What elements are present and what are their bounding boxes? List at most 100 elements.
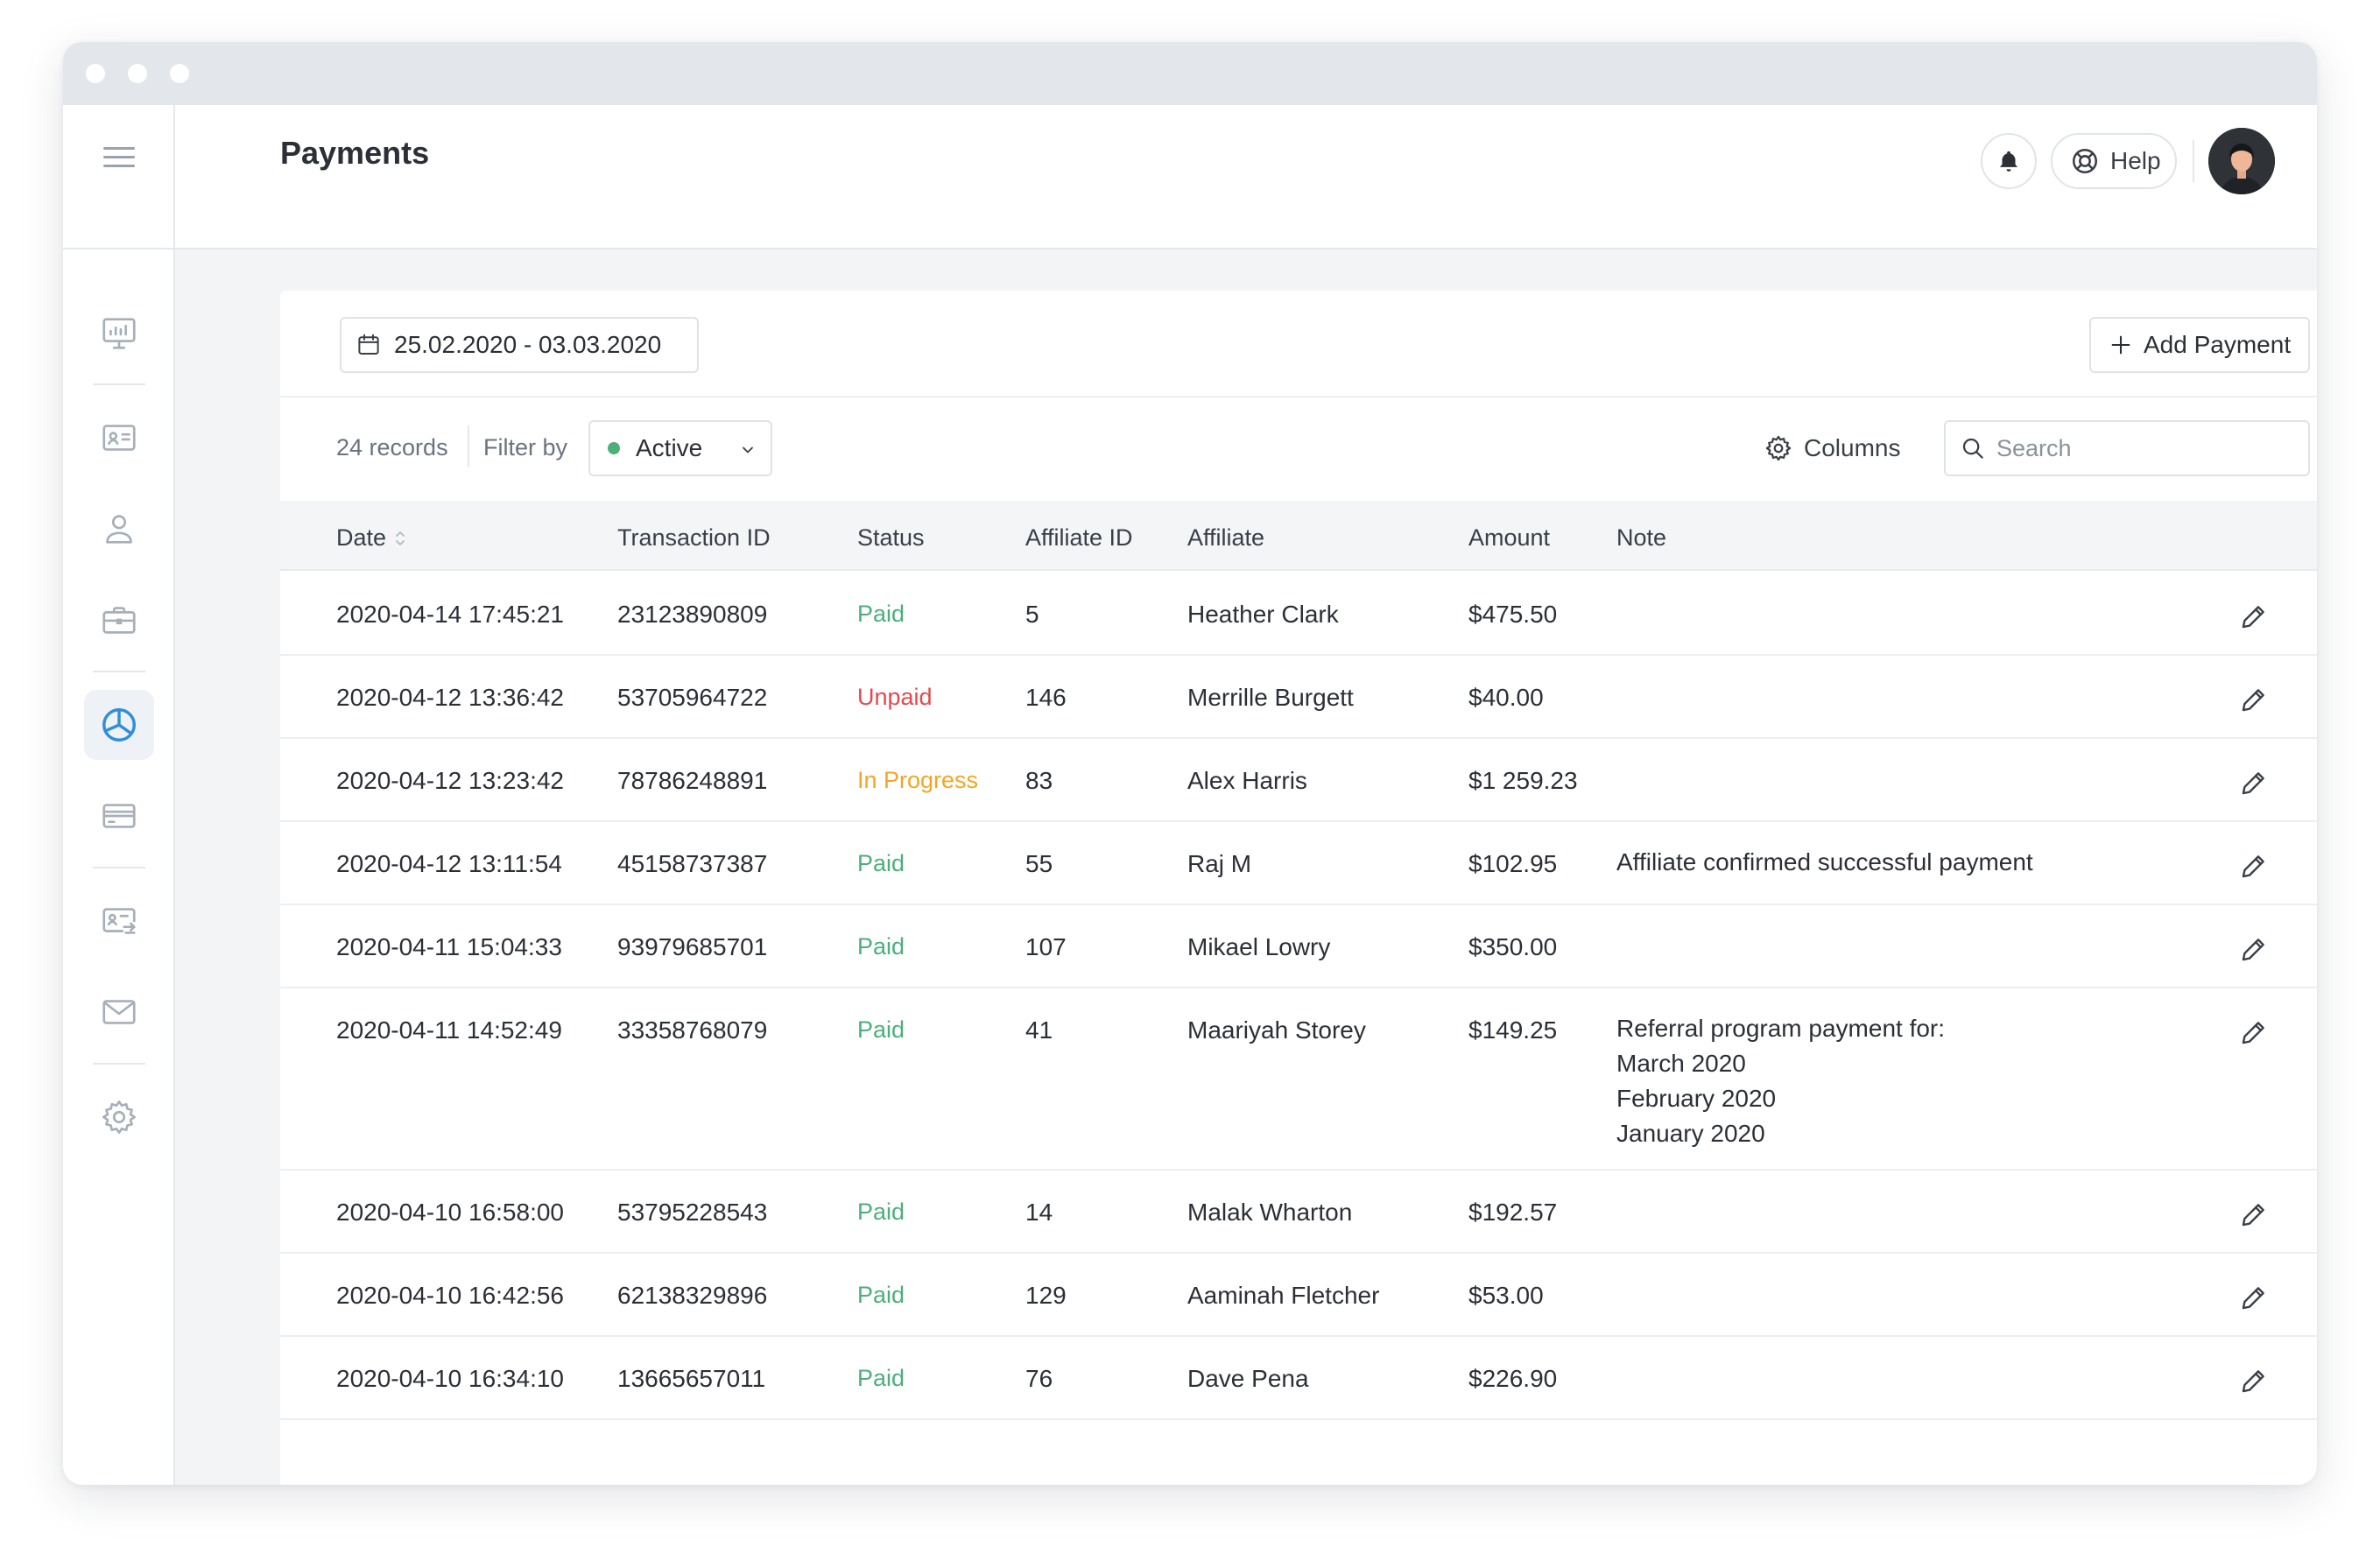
user-icon: [106, 515, 132, 544]
filter-value: Active: [636, 434, 703, 461]
sidebar-item-id-card[interactable]: [84, 403, 154, 473]
affiliate-id-cell: 14: [1025, 1199, 1053, 1226]
affiliate-cell: Heather Clark: [1187, 601, 1339, 628]
table-row[interactable]: 2020-04-11 14:52:49 33358768079 Paid 41 Maar…: [280, 988, 2317, 1171]
settings-icon: [102, 1100, 136, 1134]
sidebar-item-credit-card[interactable]: [84, 781, 154, 851]
card-divider: [280, 396, 2317, 397]
id-card-icon: [102, 425, 136, 451]
help-label: Help: [2110, 147, 2161, 174]
transaction-id-cell: 23123890809: [617, 601, 768, 628]
status-cell: Paid: [857, 850, 905, 876]
sidebar-item-settings[interactable]: [84, 1082, 154, 1152]
pencil-icon: [2242, 1204, 2264, 1227]
sidebar-item-user[interactable]: [84, 494, 154, 564]
edit-button[interactable]: [2236, 765, 2271, 800]
amount-cell: $350.00: [1468, 933, 1558, 960]
table-row[interactable]: 2020-04-12 13:11:54 45158737387 Paid 55 Raj …: [280, 822, 2317, 905]
status-cell: Paid: [857, 601, 905, 627]
edit-button[interactable]: [2236, 848, 2271, 883]
window-control-close[interactable]: [86, 64, 105, 83]
sidebar-item-dashboard[interactable]: [84, 298, 154, 368]
columns-button[interactable]: Columns: [1764, 420, 1900, 476]
affiliate-id-cell: 146: [1025, 684, 1067, 711]
affiliate-id-cell: 55: [1025, 850, 1053, 877]
table-row[interactable]: 2020-04-12 13:36:42 53705964722 Unpaid 146 M…: [280, 656, 2317, 739]
amount-cell: $102.95: [1468, 850, 1558, 877]
edit-button[interactable]: [2236, 1363, 2271, 1398]
menu-icon[interactable]: [103, 147, 135, 168]
add-payment-button[interactable]: Add Payment: [2089, 317, 2310, 373]
amount-cell: $40.00: [1468, 684, 1544, 711]
edit-button[interactable]: [2236, 1015, 2271, 1050]
dashboard-icon: [102, 318, 136, 349]
column-header-transaction-id: Transaction ID: [617, 524, 771, 551]
table-row[interactable]: 2020-04-10 16:58:00 53795228543 Paid 14 Mala…: [280, 1171, 2317, 1254]
lifebuoy-icon: [2072, 148, 2098, 174]
search-input[interactable]: [1996, 434, 2294, 462]
sidebar-item-mail[interactable]: [84, 977, 154, 1047]
transaction-id-cell: 13665657011: [617, 1365, 766, 1392]
transaction-id-cell: 45158737387: [617, 850, 768, 877]
affiliate-id-cell: 83: [1025, 767, 1053, 794]
sidebar-divider: [93, 671, 145, 672]
edit-button[interactable]: [2236, 932, 2271, 967]
topbar-divider: [2193, 140, 2194, 182]
edit-button[interactable]: [2236, 1280, 2271, 1315]
column-header-affiliate-id: Affiliate ID: [1025, 524, 1133, 551]
affiliate-cell: Alex Harris: [1187, 767, 1307, 794]
column-header-date[interactable]: Date: [336, 524, 407, 552]
sidebar-item-briefcase[interactable]: [84, 585, 154, 655]
pencil-icon: [2242, 939, 2264, 961]
briefcase-icon: [102, 607, 136, 634]
help-button[interactable]: Help: [2051, 133, 2177, 189]
notifications-button[interactable]: [1981, 133, 2037, 189]
status-filter-select[interactable]: Active: [588, 420, 772, 476]
sidebar-item-payments[interactable]: [84, 690, 154, 760]
add-payment-label: Add Payment: [2144, 331, 2292, 358]
note-cell: Referral program payment for: March 2020 F…: [1616, 1011, 1945, 1151]
note-line: Affiliate confirmed successful payment: [1616, 848, 2033, 875]
app-window: Payments Help 25.02.2020 - 03.03.2020 Ad…: [63, 42, 2317, 1485]
edit-button[interactable]: [2236, 682, 2271, 717]
search-field[interactable]: [1944, 420, 2310, 476]
window-control-maximize[interactable]: [170, 64, 189, 83]
gear-icon: [1765, 435, 1792, 461]
credit-card-icon: [102, 804, 136, 828]
status-cell: Unpaid: [857, 684, 933, 710]
sidebar-divider: [93, 383, 145, 385]
affiliate-cell: Aaminah Fletcher: [1187, 1282, 1380, 1309]
edit-button[interactable]: [2236, 1197, 2271, 1232]
table-row[interactable]: 2020-04-10 16:34:10 13665657011 Paid 76 Dave…: [280, 1337, 2317, 1420]
avatar[interactable]: [2208, 128, 2275, 194]
table-row[interactable]: 2020-04-10 16:42:56 62138329896 Paid 129 Aam…: [280, 1254, 2317, 1337]
payments-card: 25.02.2020 - 03.03.2020 Add Payment 24 r…: [280, 291, 2317, 1485]
bell-icon: [2000, 151, 2017, 172]
toolbar-divider: [468, 425, 469, 468]
date-cell: 2020-04-12 13:23:42: [336, 767, 564, 794]
transaction-id-cell: 93979685701: [617, 933, 768, 960]
date-cell: 2020-04-12 13:11:54: [336, 850, 562, 877]
edit-button[interactable]: [2236, 599, 2271, 634]
table-row[interactable]: 2020-04-12 13:23:42 78786248891 In Progres…: [280, 739, 2317, 822]
affiliate-cell: Malak Wharton: [1187, 1199, 1353, 1226]
date-cell: 2020-04-10 16:58:00: [336, 1199, 564, 1226]
search-icon: [1962, 438, 1983, 459]
affiliate-cell: Merrille Burgett: [1187, 684, 1354, 711]
sort-icon[interactable]: [393, 528, 407, 549]
date-cell: 2020-04-11 15:04:33: [336, 933, 562, 960]
payments-icon: [102, 708, 136, 742]
table-row[interactable]: 2020-04-11 15:04:33 93979685701 Paid 107 Mik…: [280, 905, 2317, 988]
table-row[interactable]: 2020-04-14 17:45:21 23123890809 Paid 5 Heath…: [280, 573, 2317, 656]
date-range-picker[interactable]: 25.02.2020 - 03.03.2020: [340, 317, 699, 373]
window-control-minimize[interactable]: [128, 64, 147, 83]
status-cell: Paid: [857, 1282, 905, 1308]
amount-cell: $149.25: [1468, 1016, 1558, 1044]
date-range-value: 25.02.2020 - 03.03.2020: [394, 331, 662, 358]
column-header-date-label: Date: [336, 524, 387, 551]
status-dot: [608, 442, 620, 454]
sidebar-divider: [63, 248, 173, 250]
sidebar-item-card-transfer[interactable]: [84, 886, 154, 956]
pencil-icon: [2242, 1287, 2264, 1310]
affiliate-cell: Mikael Lowry: [1187, 933, 1331, 960]
